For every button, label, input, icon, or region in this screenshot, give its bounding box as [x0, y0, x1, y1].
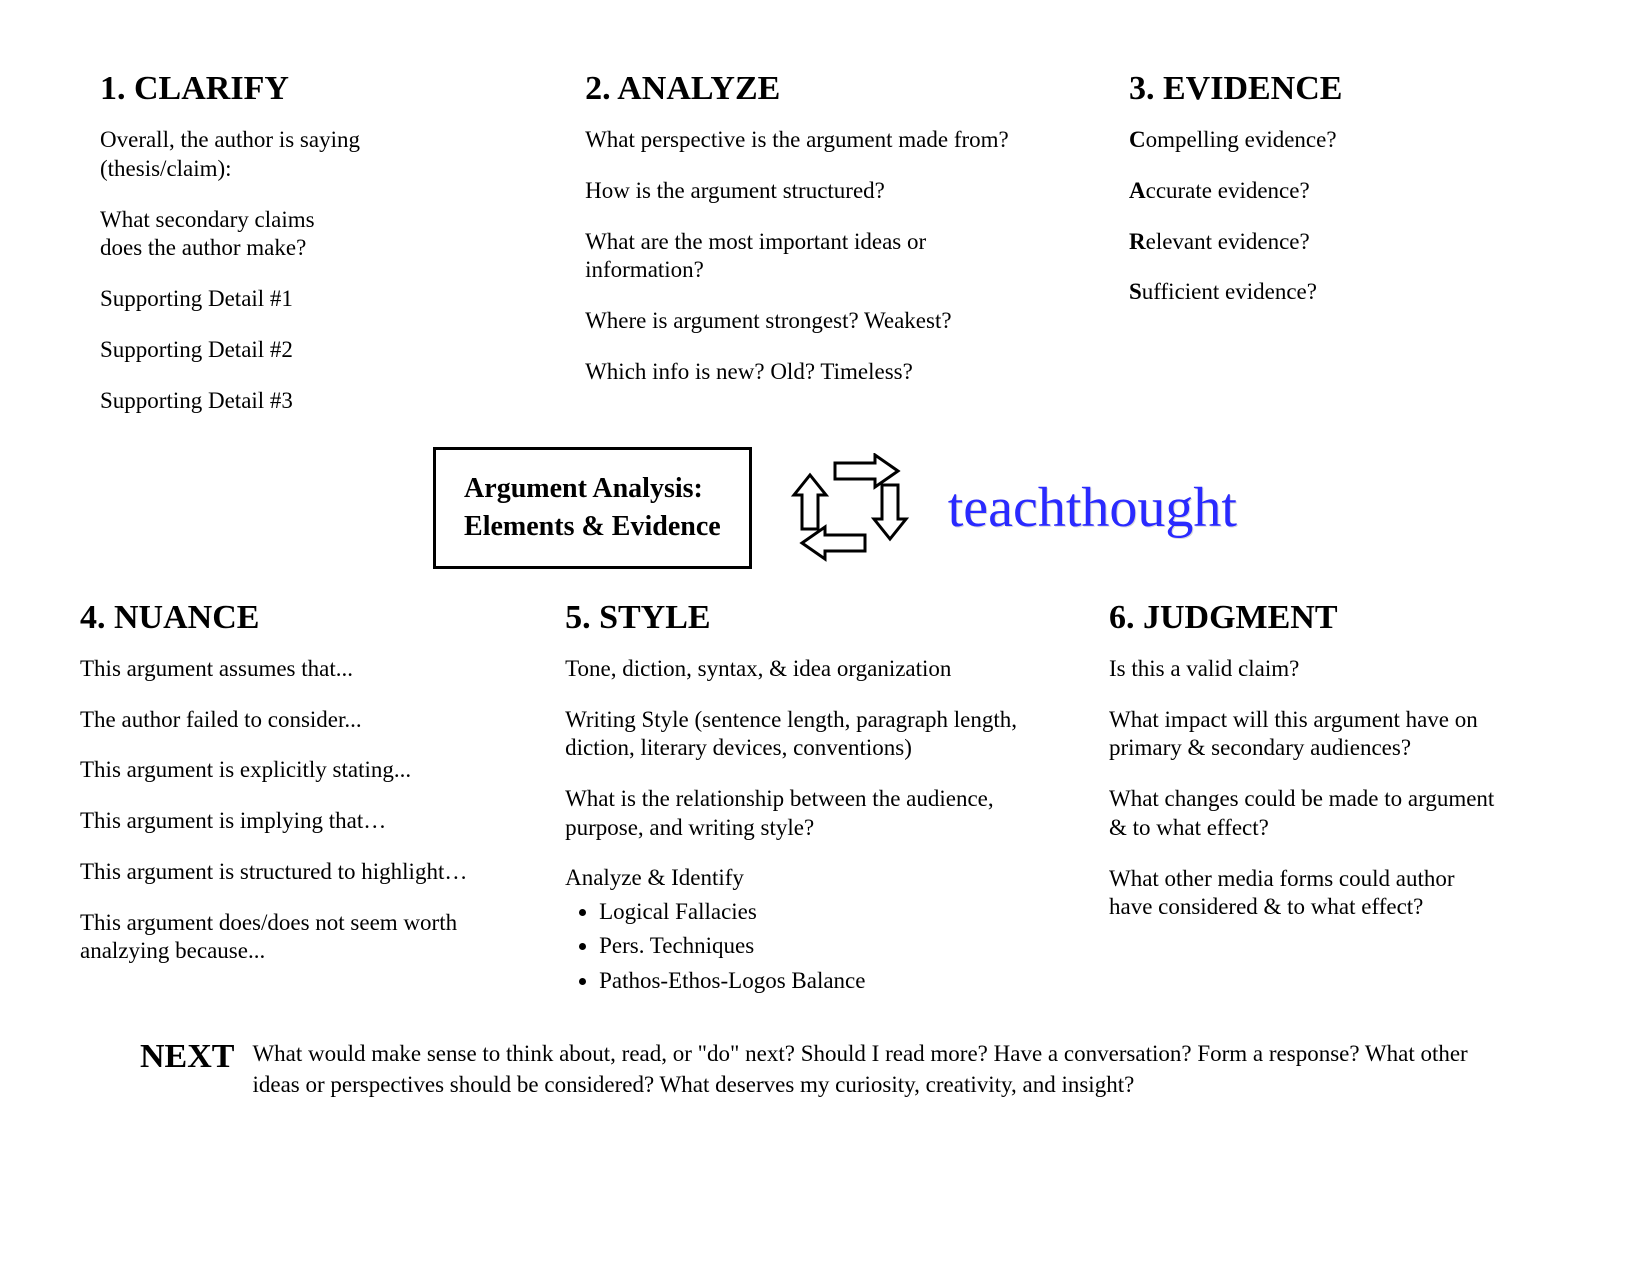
- style-bullet: Pathos-Ethos-Logos Balance: [599, 964, 1079, 999]
- style-item: Writing Style (sentence length, paragrap…: [565, 706, 1065, 764]
- analyze-item: What are the most important ideas or inf…: [585, 228, 1005, 286]
- evidence-item: Relevant evidence?: [1129, 228, 1519, 257]
- style-bullets: Logical Fallacies Pers. Techniques Patho…: [565, 895, 1079, 999]
- evidence-rest: ufficient evidence?: [1142, 279, 1317, 304]
- evidence-heading: 3. EVIDENCE: [1129, 70, 1540, 108]
- cycle-arrows-icon: [780, 453, 920, 563]
- evidence-item: Sufficient evidence?: [1129, 278, 1519, 307]
- judgment-item: What changes could be made to argument &…: [1109, 785, 1499, 843]
- evidence-item: Compelling evidence?: [1129, 126, 1519, 155]
- analyze-item: What perspective is the argument made fr…: [585, 126, 1073, 155]
- clarify-item: Supporting Detail #2: [100, 336, 360, 365]
- section-style: 5. STYLE Tone, diction, syntax, & idea o…: [565, 599, 1109, 998]
- analyze-item: Where is argument strongest? Weakest?: [585, 307, 1073, 336]
- evidence-rest: ompelling evidence?: [1146, 127, 1337, 152]
- judgment-item: Is this a valid claim?: [1109, 655, 1499, 684]
- nuance-item: This argument does/does not seem worth a…: [80, 909, 500, 967]
- style-bullet: Pers. Techniques: [599, 929, 1079, 964]
- nuance-item: This argument is structured to highlight…: [80, 858, 512, 887]
- section-nuance: 4. NUANCE This argument assumes that... …: [80, 599, 565, 998]
- next-label: NEXT: [140, 1038, 234, 1074]
- next-text: What would make sense to think about, re…: [252, 1038, 1502, 1100]
- judgment-item: What other media forms could author have…: [1109, 865, 1499, 923]
- section-judgment: 6. JUDGMENT Is this a valid claim? What …: [1109, 599, 1550, 998]
- style-bullet: Logical Fallacies: [599, 895, 1079, 930]
- next-row: NEXT What would make sense to think abou…: [100, 1038, 1570, 1100]
- style-item: What is the relationship between the aud…: [565, 785, 1045, 843]
- clarify-item: Supporting Detail #3: [100, 387, 360, 416]
- clarify-item: What secondary claims does the author ma…: [100, 206, 360, 264]
- analyze-heading: 2. ANALYZE: [585, 70, 1099, 108]
- section-clarify: 1. CLARIFY Overall, the author is saying…: [100, 70, 585, 437]
- evidence-bold: R: [1129, 229, 1146, 254]
- clarify-heading: 1. CLARIFY: [100, 70, 555, 108]
- evidence-rest: elevant evidence?: [1146, 229, 1310, 254]
- nuance-heading: 4. NUANCE: [80, 599, 535, 637]
- judgment-heading: 6. JUDGMENT: [1109, 599, 1520, 637]
- nuance-item: This argument is explicitly stating...: [80, 756, 512, 785]
- brand-text: teachthought: [948, 476, 1237, 540]
- evidence-rest: ccurate evidence?: [1146, 178, 1310, 203]
- evidence-item: Accurate evidence?: [1129, 177, 1519, 206]
- nuance-item: This argument assumes that...: [80, 655, 512, 684]
- clarify-item: Supporting Detail #1: [100, 285, 360, 314]
- style-bullets-head: Analyze & Identify: [565, 865, 1079, 891]
- style-heading: 5. STYLE: [565, 599, 1079, 637]
- evidence-bold: A: [1129, 178, 1146, 203]
- evidence-bold: S: [1129, 279, 1142, 304]
- section-analyze: 2. ANALYZE What perspective is the argum…: [585, 70, 1129, 437]
- clarify-item: Overall, the author is saying (thesis/cl…: [100, 126, 360, 184]
- title-box: Argument Analysis: Elements & Evidence: [433, 447, 752, 569]
- center-strip: Argument Analysis: Elements & Evidence t…: [100, 447, 1570, 569]
- title-line1: Argument Analysis:: [464, 470, 721, 508]
- bottom-row: 4. NUANCE This argument assumes that... …: [100, 599, 1570, 998]
- evidence-bold: C: [1129, 127, 1146, 152]
- top-row: 1. CLARIFY Overall, the author is saying…: [100, 70, 1570, 437]
- nuance-item: This argument is implying that…: [80, 807, 512, 836]
- nuance-item: The author failed to consider...: [80, 706, 512, 735]
- style-item: Tone, diction, syntax, & idea organizati…: [565, 655, 1053, 684]
- analyze-item: Which info is new? Old? Timeless?: [585, 358, 1073, 387]
- title-line2: Elements & Evidence: [464, 508, 721, 546]
- analyze-item: How is the argument structured?: [585, 177, 1073, 206]
- section-evidence: 3. EVIDENCE Compelling evidence? Accurat…: [1129, 70, 1570, 437]
- judgment-item: What impact will this argument have on p…: [1109, 706, 1499, 764]
